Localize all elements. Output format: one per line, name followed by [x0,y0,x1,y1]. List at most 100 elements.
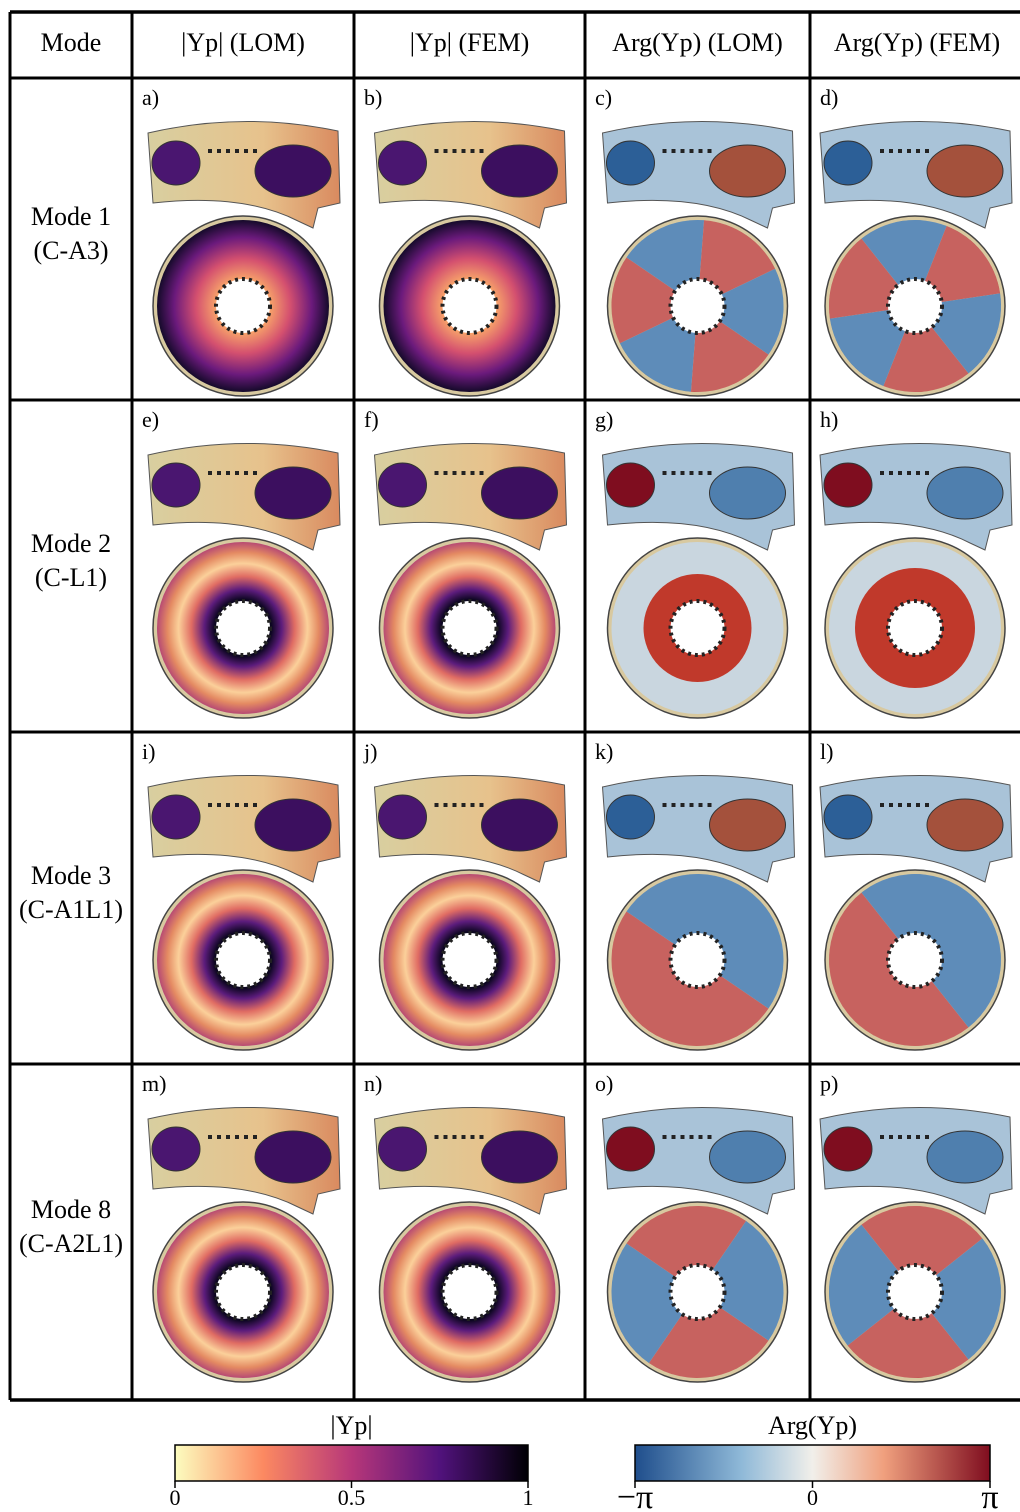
colorbar-tick-label: π [981,1479,998,1512]
disk-hole [886,1263,944,1321]
panel-label: p) [820,1071,838,1096]
panel-image [819,1107,1013,1383]
disk-sector [697,1221,784,1341]
combustor-lobe [709,798,786,852]
combustor-lobe [926,466,1004,520]
disk-sector [915,226,1001,306]
panel-image [147,121,341,397]
disk-sector [915,1238,1001,1360]
panel-image [819,775,1013,1051]
panel-image [819,443,1013,719]
disk-hole [668,599,727,657]
panel-image [147,443,341,719]
combustor-lobe [254,1130,332,1184]
disk-hole [886,599,944,657]
disk-hole [440,931,499,989]
combustor-lobe [378,462,427,508]
combustor-lobe [151,794,201,840]
combustor-lobe [926,1130,1004,1184]
mode-name: Mode 1 [31,202,111,231]
disk-sector [626,1205,747,1292]
disk-sector [883,306,969,392]
header-cell: |Υp| (FEM) [410,28,529,57]
disk-sector [861,1206,983,1292]
disk-sector [697,268,784,355]
panel-image [147,1107,341,1383]
header-cell: Mode [41,28,102,57]
disk-sector [611,257,698,344]
disk-hole [440,1263,499,1321]
combustor-lobe [378,140,427,186]
colorbar-tick-label: −π [617,1479,653,1512]
disk-hole [214,931,272,989]
panel-image [373,1107,568,1383]
header-cell: |Υp| (LOM) [181,28,305,57]
combustor-lobe [709,466,786,520]
panel-image [819,121,1013,397]
combustor-lobe [151,1126,201,1172]
combustor-lobe [926,144,1004,198]
panel-label: n) [364,1071,382,1096]
panel-label: a) [142,85,159,110]
mode-name: Mode 2 [31,529,111,558]
disk-sector [829,306,915,386]
combustor-lobe [606,1126,655,1172]
combustor-lobe [606,794,655,840]
panel-label: h) [820,407,838,432]
combustor-lobe [606,140,655,186]
combustor-lobe [606,462,655,508]
disk-hole [668,1263,727,1321]
mode-name: Mode 3 [31,861,111,890]
panel-image [373,121,568,397]
colorbar [634,1444,991,1482]
colorbar-title: |Υp| [330,1411,372,1440]
colorbar-title: Arg(Υp) [768,1411,857,1440]
disk-sector [619,306,698,392]
combustor-lobe [823,794,873,840]
disk-hole [668,277,727,335]
combustor-lobe [823,1126,873,1172]
combustor-lobe [709,1130,786,1184]
panel-label: g) [595,407,613,432]
colorbar-tick-label: 0 [807,1485,818,1510]
panel-label: f) [364,407,379,432]
combustor-lobe [254,466,332,520]
disk-hole [440,277,499,335]
colorbar-tick-label: 0.5 [338,1485,366,1510]
disk-hole [214,277,272,335]
combustor-lobe [481,144,558,198]
disk-hole [214,1263,272,1321]
combustor-lobe [254,144,332,198]
colorbar-tick-label: 1 [523,1485,534,1510]
panel-image [601,443,796,719]
panel-label: i) [142,739,155,764]
disk-hole [440,599,499,657]
colorbar-tick-label: 0 [170,1485,181,1510]
combustor-lobe [254,798,332,852]
combustor-lobe [481,1130,558,1184]
header-cell: Arg(Υp) (LOM) [612,28,783,57]
combustor-lobe [378,1126,427,1172]
header-cell: Arg(Υp) (FEM) [834,28,1000,57]
panel-label: e) [142,407,159,432]
disk-hole [214,599,272,657]
disk-sector [847,1292,969,1378]
panel-label: m) [142,1071,166,1096]
mode-code: (C-A3) [33,236,108,265]
panel-label: d) [820,85,838,110]
disk-sector [611,1243,698,1363]
panel-label: j) [363,739,377,764]
colorbar [174,1444,529,1482]
combustor-lobe [823,462,873,508]
combustor-lobe [709,144,786,198]
disk-hole [668,931,727,989]
panel-label: b) [364,85,382,110]
disk-hole [886,277,944,335]
combustor-lobe [151,140,201,186]
panel-image [601,775,796,1051]
panel-image [601,121,796,397]
panel-label: o) [595,1071,613,1096]
mode-code: (C-A1L1) [19,895,123,924]
panel-image [147,775,341,1051]
